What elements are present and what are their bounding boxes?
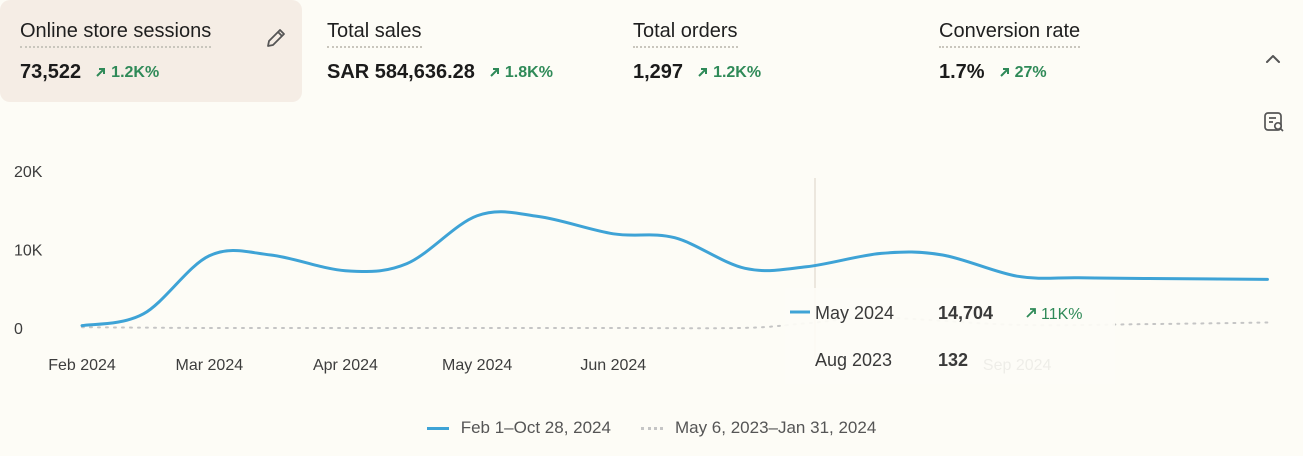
chart-tooltip: May 2024 14,704 11K% Aug 2023 132 — [785, 288, 1115, 384]
y-tick-label: 20K — [14, 164, 43, 181]
legend-item-comparison[interactable]: May 6, 2023–Jan 31, 2024 — [640, 418, 877, 438]
legend-swatch-solid — [426, 426, 449, 430]
metric-card-conversion-rate[interactable]: Conversion rate 1.7% 27% — [919, 0, 1219, 102]
tooltip-period: May 2024 — [815, 303, 894, 323]
tooltip-value: 132 — [938, 350, 968, 370]
arrow-up-right-icon — [698, 68, 708, 77]
x-tick-label: Apr 2024 — [313, 357, 378, 374]
legend-swatch-dotted — [640, 426, 663, 430]
arrow-up-right-icon — [96, 68, 106, 77]
tooltip-delta: 11K% — [1041, 306, 1083, 323]
metric-card-total-sales[interactable]: Total sales SAR 584,636.28 1.8K% — [307, 0, 607, 102]
chart-legend: Feb 1–Oct 28, 2024 May 6, 2023–Jan 31, 2… — [0, 416, 1303, 440]
legend-label: Feb 1–Oct 28, 2024 — [460, 418, 611, 437]
tooltip-background — [785, 288, 1115, 384]
series-line-current[interactable] — [80, 210, 1269, 328]
y-tick-label: 0 — [14, 321, 23, 338]
metric-value: 1.7% — [939, 61, 985, 83]
metric-delta-value: 27% — [1014, 63, 1047, 81]
y-axis: 20K 10K 0 — [14, 164, 43, 338]
metric-value: 73,522 — [20, 61, 82, 83]
arrow-up-right-icon — [490, 68, 499, 77]
metric-value: 1,297 — [633, 61, 684, 83]
metric-delta-value: 1.2K% — [111, 63, 160, 81]
metric-delta: 1.2K% — [697, 64, 761, 82]
metric-card-total-orders[interactable]: Total orders 1,297 1.2K% — [613, 0, 913, 102]
sessions-line-chart[interactable]: 20K 10K 0 Feb 2024 Mar 2024 Apr 2024 May 2024… — [0, 140, 1303, 456]
metric-label[interactable]: Conversion rate — [939, 20, 1081, 48]
chevron-up-icon[interactable] — [1262, 48, 1284, 70]
analyze-icon[interactable] — [1262, 110, 1286, 134]
metric-card-sessions[interactable]: Online store sessions 73,522 1.2K% — [0, 0, 302, 102]
pencil-icon[interactable] — [264, 26, 288, 50]
metric-delta: 27% — [999, 64, 1047, 82]
x-tick-label: Jun 2024 — [580, 357, 646, 374]
tooltip-value: 14,704 — [938, 303, 993, 323]
metric-label[interactable]: Online store sessions — [20, 20, 212, 48]
metric-label[interactable]: Total orders — [633, 20, 738, 48]
legend-item-current[interactable]: Feb 1–Oct 28, 2024 — [426, 418, 611, 438]
series-layer — [80, 210, 1269, 330]
metric-label[interactable]: Total sales — [327, 20, 422, 48]
arrow-up-right-icon — [1026, 308, 1036, 318]
x-tick-label: Mar 2024 — [176, 357, 244, 374]
metric-delta-value: 1.8K% — [504, 63, 553, 81]
arrow-up-right-icon — [999, 68, 1009, 77]
metric-value: SAR 584,636.28 — [327, 61, 475, 83]
metric-delta-value: 1.2K% — [713, 63, 762, 81]
tooltip-period: Aug 2023 — [815, 350, 892, 370]
metrics-bar: Online store sessions 73,522 1.2K% Total… — [0, 0, 1303, 104]
metric-delta: 1.2K% — [95, 64, 159, 82]
metric-delta: 1.8K% — [489, 64, 553, 82]
x-tick-label: May 2024 — [442, 357, 512, 374]
x-tick-label: Feb 2024 — [48, 357, 116, 374]
legend-label: May 6, 2023–Jan 31, 2024 — [674, 418, 877, 437]
y-tick-label: 10K — [14, 243, 43, 260]
